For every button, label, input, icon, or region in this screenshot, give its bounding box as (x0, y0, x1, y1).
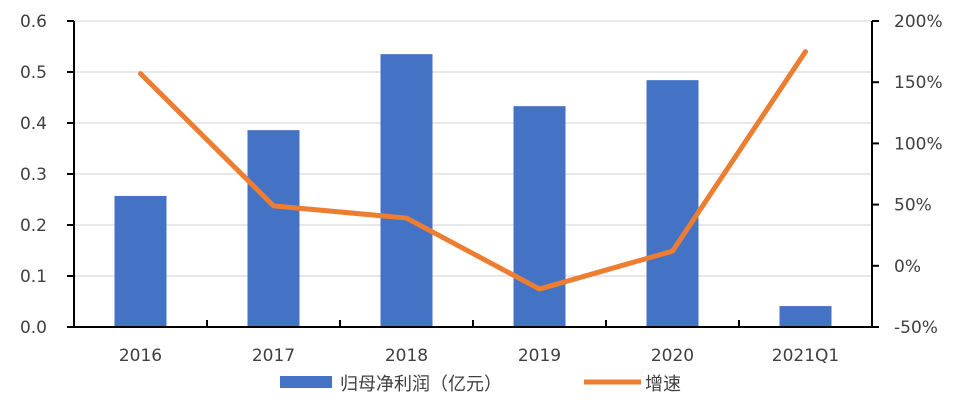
bar-2018 (380, 54, 433, 328)
legend-line-label: 增速 (645, 374, 681, 395)
x-tick-label: 2020 (651, 346, 694, 366)
x-tick-label: 2021Q1 (772, 346, 839, 366)
bar-2016 (114, 195, 167, 327)
x-tick-label: 2018 (385, 346, 428, 366)
bar-2021Q1 (779, 306, 832, 327)
left-tick-label: 0.2 (20, 216, 47, 236)
left-tick-label: 0.0 (20, 318, 47, 338)
right-tick-label: 200% (894, 12, 943, 32)
left-tick-label: 0.4 (20, 114, 47, 134)
bar-2019 (513, 106, 566, 327)
bar-2017 (247, 130, 300, 327)
line-series (138, 49, 808, 292)
right-tick-label: -50% (894, 318, 938, 338)
legend-bar-swatch (280, 376, 332, 388)
right-tick-label: 100% (894, 134, 943, 154)
bar-series (114, 54, 832, 328)
left-axis-labels: 0.0 0.1 0.2 0.3 0.4 0.5 0.6 (20, 12, 47, 338)
x-axis-labels: 2016 2017 2018 2019 2020 2021Q1 (119, 346, 839, 366)
x-tick-label: 2017 (252, 346, 295, 366)
bar-2020 (646, 80, 699, 327)
x-tick-label: 2016 (119, 346, 162, 366)
right-tick-label: 50% (894, 196, 932, 216)
right-tick-label: 0% (894, 257, 921, 277)
growth-line (138, 49, 808, 292)
x-tick-label: 2019 (518, 346, 561, 366)
legend: 归母净利润（亿元） 增速 (280, 374, 681, 395)
gridlines (74, 20, 872, 277)
left-tick-label: 0.1 (20, 267, 47, 287)
axes (67, 20, 879, 328)
right-tick-label: 150% (894, 73, 943, 93)
left-tick-label: 0.6 (20, 12, 47, 32)
left-tick-label: 0.5 (20, 63, 47, 83)
legend-bar-label: 归母净利润（亿元） (340, 374, 502, 395)
right-axis-labels: -50% 0% 50% 100% 150% 200% (894, 12, 943, 338)
left-tick-label: 0.3 (20, 165, 47, 185)
